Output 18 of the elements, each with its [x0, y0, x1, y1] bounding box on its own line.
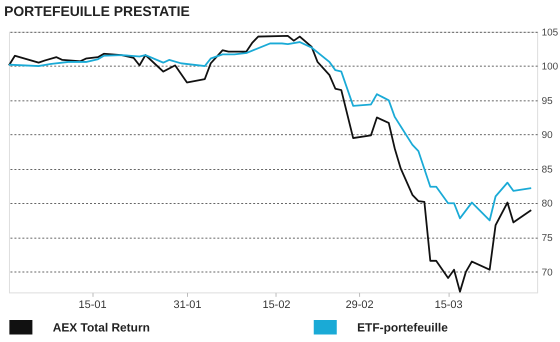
- x-tick-label: 15-02: [262, 298, 290, 311]
- chart-title: PORTEFEUILLE PRESTATIE: [4, 2, 190, 19]
- y-tick-label: 85: [542, 164, 554, 176]
- legend-label: AEX Total Return: [52, 320, 150, 334]
- y-tick-label: 90: [542, 130, 554, 142]
- line-series: [8, 34, 532, 293]
- y-tick-label: 105: [542, 27, 559, 38]
- x-tick-label: 31-01: [173, 298, 202, 311]
- y-tick-label: 80: [542, 198, 554, 210]
- line-series: [8, 41, 532, 222]
- x-tick-label: 15-01: [78, 298, 107, 311]
- x-tick-label: 29-02: [346, 298, 374, 311]
- legend-label: ETF-portefeuille: [357, 320, 448, 334]
- y-tick-label: 75: [542, 232, 554, 244]
- x-tick-label: 15-03: [434, 298, 463, 311]
- y-tick-label: 70: [542, 267, 554, 278]
- y-tick-label: 95: [542, 96, 554, 107]
- y-tick-label: 100: [542, 62, 559, 73]
